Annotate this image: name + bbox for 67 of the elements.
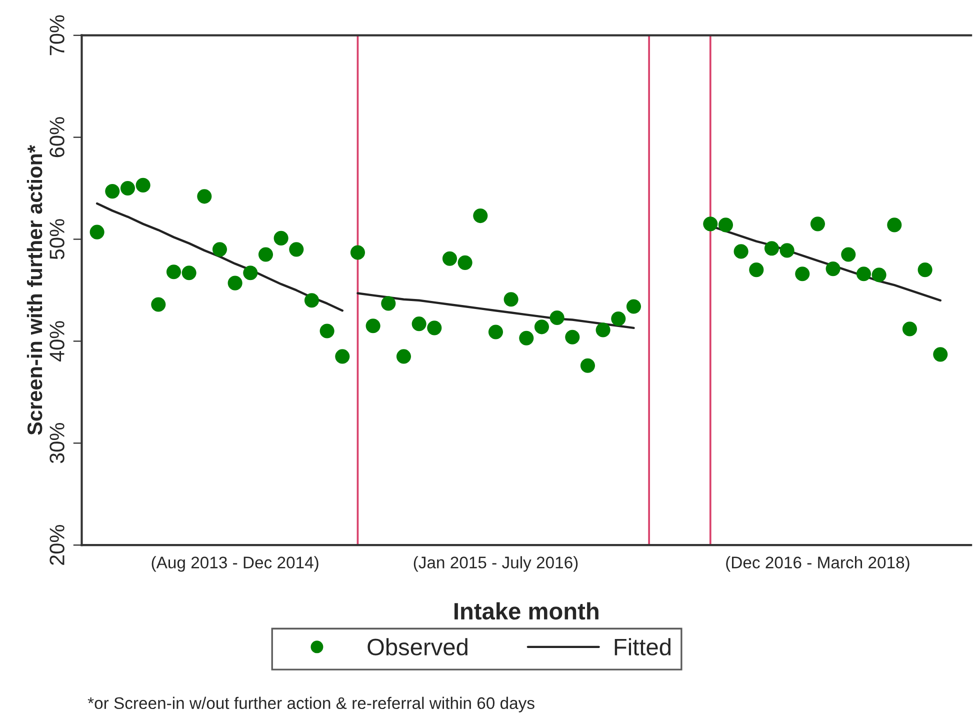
point	[228, 276, 242, 290]
point	[810, 216, 826, 232]
point	[289, 242, 304, 257]
text: *or Screen-in w/out further action & re-referral within 60 days	[88, 696, 534, 712]
point	[718, 218, 734, 232]
y-tick-label: 60%	[50, 117, 64, 158]
point	[488, 324, 504, 340]
point	[473, 208, 488, 224]
point	[826, 262, 840, 276]
point	[197, 189, 212, 204]
y-tick-label: 30%	[50, 423, 64, 464]
point	[872, 268, 886, 282]
point	[504, 292, 518, 307]
point	[412, 316, 426, 332]
point	[887, 218, 902, 232]
point	[734, 244, 748, 259]
point	[626, 299, 642, 314]
point	[534, 320, 550, 334]
point	[841, 247, 856, 262]
y-tick-label: 50%	[50, 219, 64, 260]
x-axis-title: Intake month	[454, 602, 598, 620]
point	[166, 264, 182, 280]
point	[335, 349, 350, 364]
point	[366, 318, 380, 334]
line-series	[96, 202, 344, 312]
point	[105, 184, 120, 199]
point	[611, 311, 626, 326]
point	[212, 242, 228, 257]
point	[182, 266, 196, 280]
point	[550, 310, 564, 326]
point	[918, 262, 932, 278]
point	[764, 241, 780, 256]
point	[933, 347, 948, 362]
point	[381, 296, 396, 311]
point	[90, 224, 104, 240]
point	[304, 293, 320, 308]
point	[427, 320, 442, 336]
point	[580, 358, 596, 373]
y-tick-label: 40%	[50, 321, 64, 362]
point	[795, 266, 810, 282]
x-tick-label: (Jan 2015 - July 2016)	[414, 556, 578, 572]
point	[902, 322, 918, 336]
point	[780, 243, 794, 258]
point	[243, 266, 258, 280]
point	[856, 266, 872, 282]
y-tick-label: 70%	[50, 15, 64, 56]
point	[519, 330, 534, 346]
point	[396, 349, 412, 364]
point	[565, 330, 580, 344]
point	[274, 230, 288, 246]
x-tick-label: (Aug 2013 - Dec 2014)	[152, 556, 318, 572]
y-axis-title: Screen-in with further action*	[26, 144, 42, 435]
point	[350, 245, 366, 260]
legend-label: Fitted	[614, 638, 670, 656]
point	[136, 178, 150, 192]
point	[442, 251, 458, 266]
point	[596, 322, 610, 338]
x-tick-label: (Dec 2016 - March 2018)	[726, 556, 910, 572]
y-tick-label: 20%	[50, 524, 64, 565]
point	[458, 255, 472, 270]
point	[258, 247, 274, 262]
point	[749, 262, 764, 278]
point	[320, 324, 334, 338]
point	[120, 180, 136, 196]
legend-label: Observed	[368, 638, 468, 656]
point	[703, 216, 718, 232]
point	[151, 297, 166, 312]
